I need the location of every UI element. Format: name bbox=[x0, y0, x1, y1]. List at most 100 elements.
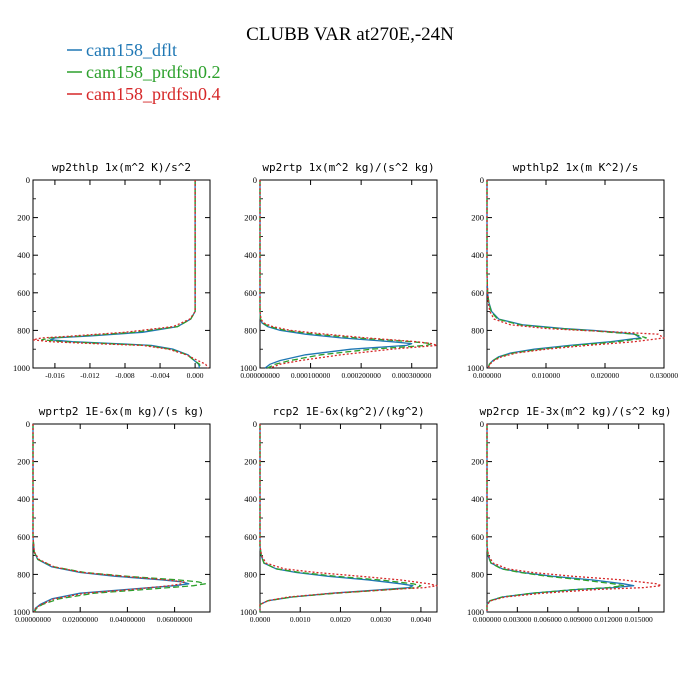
legend-label: cam158_dflt bbox=[86, 40, 177, 60]
x-tick-label: 0.0020 bbox=[330, 615, 351, 624]
legend: cam158_dfltcam158_prdfsn0.2cam158_prdfsn… bbox=[67, 40, 220, 104]
x-tick-label: -0.008 bbox=[115, 371, 135, 380]
series-line bbox=[32, 424, 190, 613]
x-tick-label: 0.0040 bbox=[411, 615, 432, 624]
plot-frame bbox=[486, 423, 665, 613]
legend-label: cam158_prdfsn0.4 bbox=[86, 84, 220, 104]
series-line bbox=[32, 180, 209, 369]
legend-label: cam158_prdfsn0.2 bbox=[86, 62, 220, 82]
series-line bbox=[259, 424, 438, 612]
y-tick-label: 0 bbox=[480, 419, 484, 429]
x-tick-label: -0.012 bbox=[80, 371, 100, 380]
y-tick-label: 800 bbox=[471, 325, 484, 335]
y-tick-label: 800 bbox=[244, 325, 257, 335]
series-line bbox=[259, 424, 414, 612]
y-tick-label: 200 bbox=[244, 457, 257, 467]
y-tick-label: 200 bbox=[471, 457, 484, 467]
y-tick-label: 400 bbox=[244, 494, 257, 504]
x-tick-label: 0.015000 bbox=[625, 615, 653, 624]
x-tick-label: 0.003000 bbox=[503, 615, 531, 624]
y-tick-label: 200 bbox=[17, 213, 30, 223]
series-line bbox=[259, 180, 433, 369]
x-tick-label: 0.000300000 bbox=[392, 371, 432, 380]
x-tick-label: 0.0030 bbox=[370, 615, 391, 624]
series-line bbox=[486, 180, 642, 369]
y-tick-label: 1000 bbox=[13, 363, 30, 373]
y-tick-label: 200 bbox=[471, 213, 484, 223]
y-tick-label: 800 bbox=[17, 325, 30, 335]
panels: wp2thlp 1x(m^2 K)/s^2 0 200 400 600 800 1000 -0… bbox=[13, 161, 678, 624]
x-tick-label: -0.004 bbox=[150, 371, 170, 380]
y-tick-label: 200 bbox=[244, 213, 257, 223]
x-tick-label: 0.012000 bbox=[594, 615, 622, 624]
figure-title: CLUBB VAR at270E,-24N bbox=[246, 24, 454, 45]
y-tick-label: 0 bbox=[253, 419, 257, 429]
x-tick-label: 0.04000000 bbox=[110, 615, 146, 624]
y-tick-label: 800 bbox=[471, 569, 484, 579]
x-tick-label: 0.020000 bbox=[591, 371, 619, 380]
series-line bbox=[486, 424, 625, 612]
y-tick-label: 400 bbox=[244, 250, 257, 260]
x-tick-label: 0.009000 bbox=[564, 615, 592, 624]
y-tick-label: 400 bbox=[17, 494, 30, 504]
series-line bbox=[32, 424, 185, 613]
y-tick-label: 400 bbox=[17, 250, 30, 260]
y-tick-label: 400 bbox=[471, 494, 484, 504]
x-tick-label: 0.000100000 bbox=[291, 371, 331, 380]
y-tick-label: 800 bbox=[17, 569, 30, 579]
x-tick-label: 0.010000 bbox=[532, 371, 560, 380]
y-tick-label: 600 bbox=[244, 288, 257, 298]
y-tick-label: 0 bbox=[26, 419, 30, 429]
x-tick-label: 0.030000 bbox=[650, 371, 678, 380]
chart-panel: wpthlp2 1x(m K^2)/s 0 200 400 600 800 10000.00… bbox=[467, 161, 678, 380]
plot-frame bbox=[486, 179, 665, 369]
chart-panel: wp2rtp 1x(m^2 kg)/(s^2 kg) 0 200 400 600 800 1… bbox=[240, 161, 438, 380]
chart-panel: rcp2 1E-6x(kg^2)/(kg^2) 0 200 400 600 800 1000… bbox=[240, 405, 438, 624]
x-tick-label: 0.000200000 bbox=[341, 371, 381, 380]
x-tick-label: 0.0010 bbox=[290, 615, 311, 624]
y-tick-label: 600 bbox=[17, 288, 30, 298]
x-tick-label: 0.02000000 bbox=[62, 615, 98, 624]
y-tick-label: 800 bbox=[244, 569, 257, 579]
y-tick-label: 1000 bbox=[240, 363, 257, 373]
x-tick-label: 0.006000 bbox=[534, 615, 562, 624]
series-line bbox=[32, 424, 206, 613]
chart-panel: wp2rcp 1E-3x(m^2 kg)/(s^2 kg)0 200 400 600 8… bbox=[467, 405, 672, 624]
series-line bbox=[259, 180, 413, 369]
series-line bbox=[259, 424, 422, 612]
y-tick-label: 600 bbox=[471, 532, 484, 542]
y-tick-label: 0 bbox=[26, 175, 30, 185]
x-tick-label: 0.0000 bbox=[250, 615, 271, 624]
y-tick-label: 600 bbox=[17, 532, 30, 542]
chart-panel: wp2thlp 1x(m^2 K)/s^2 0 200 400 600 800 1000 -0… bbox=[13, 161, 211, 380]
y-tick-label: 200 bbox=[17, 457, 30, 467]
series-line bbox=[486, 424, 662, 612]
plot-frame bbox=[32, 423, 211, 613]
y-tick-label: 400 bbox=[471, 250, 484, 260]
series-line bbox=[486, 180, 647, 369]
panel-title: wp2rcp 1E-3x(m^2 kg)/(s^2 kg) bbox=[479, 405, 671, 418]
panel-title: rcp2 1E-6x(kg^2)/(kg^2) bbox=[272, 405, 424, 418]
x-tick-label: -0.016 bbox=[45, 371, 65, 380]
y-tick-label: 600 bbox=[471, 288, 484, 298]
y-tick-label: 1000 bbox=[467, 607, 484, 617]
series-line bbox=[259, 180, 438, 369]
y-tick-label: 0 bbox=[480, 175, 484, 185]
panel-title: wprtp2 1E-6x(m kg)/(s kg) bbox=[39, 405, 205, 418]
series-line bbox=[41, 180, 202, 369]
x-tick-label: 0.000000000 bbox=[240, 371, 280, 380]
plot-frame bbox=[32, 179, 211, 369]
series-line bbox=[486, 180, 665, 369]
x-tick-label: 0.000000 bbox=[473, 371, 501, 380]
y-tick-label: 0 bbox=[253, 175, 257, 185]
panel-title: wpthlp2 1x(m K^2)/s bbox=[513, 161, 639, 174]
plot-frame bbox=[259, 179, 438, 369]
x-tick-label: 0.000 bbox=[187, 371, 204, 380]
x-tick-label: 0.000000 bbox=[473, 615, 501, 624]
y-tick-label: 1000 bbox=[13, 607, 30, 617]
x-tick-label: 0.06000000 bbox=[157, 615, 193, 624]
panel-title: wp2thlp 1x(m^2 K)/s^2 bbox=[52, 161, 191, 174]
chart-panel: wprtp2 1E-6x(m kg)/(s kg) 0 200 400 600 800 10… bbox=[13, 405, 211, 624]
series-line bbox=[49, 180, 201, 369]
